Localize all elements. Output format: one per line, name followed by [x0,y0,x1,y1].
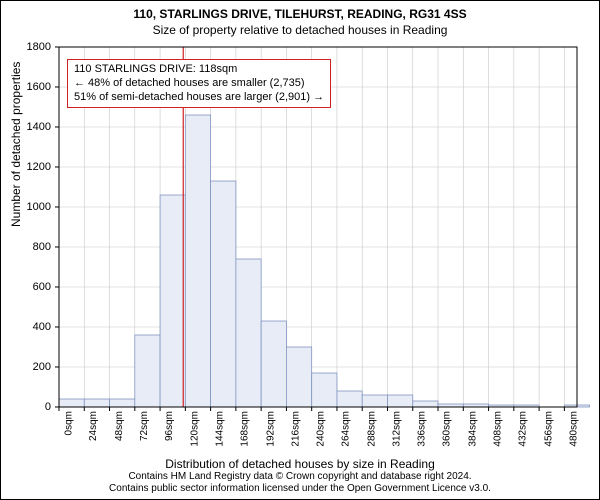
y-tick-label: 1600 [27,81,51,93]
footer-line1: Contains HM Land Registry data © Crown c… [1,471,599,483]
x-tick-label: 96sqm [164,411,175,441]
x-tick-label: 168sqm [240,411,251,447]
x-tick-label: 456sqm [543,411,554,447]
chart-title-line1: 110, STARLINGS DRIVE, TILEHURST, READING… [1,1,599,21]
x-tick-label: 384sqm [467,411,478,447]
x-tick-label: 408sqm [493,411,504,447]
chart-title-line2: Size of property relative to detached ho… [1,21,599,37]
y-tick-label: 600 [33,281,51,293]
x-tick-label: 288sqm [366,411,377,447]
annotation-line: 51% of semi-detached houses are larger (… [74,91,324,105]
footer-attribution: Contains HM Land Registry data © Crown c… [1,471,599,495]
y-tick-label: 1200 [27,161,51,173]
x-tick-label: 432sqm [518,411,529,447]
x-tick-label: 72sqm [139,411,150,441]
x-tick-label: 336sqm [417,411,428,447]
footer-line2: Contains public sector information licen… [1,483,599,495]
x-tick-label: 312sqm [392,411,403,447]
x-tick-label: 216sqm [290,411,301,447]
chart-container: 110, STARLINGS DRIVE, TILEHURST, READING… [0,0,600,500]
x-tick-labels: 0sqm 24sqm 48sqm 72sqm 96sqm 120sqm 144sqm 168s… [59,409,577,459]
x-tick-label: 48sqm [114,411,125,441]
annotation-line: 110 STARLINGS DRIVE: 118sqm [74,63,324,77]
y-tick-label: 400 [33,321,51,333]
y-tick-label: 800 [33,241,51,253]
annotation-line: ← 48% of detached houses are smaller (2,… [74,77,324,91]
y-tick-label: 1000 [27,201,51,213]
x-tick-label: 144sqm [215,411,226,447]
x-tick-label: 264sqm [341,411,352,447]
y-tick-label: 200 [33,361,51,373]
x-axis-label: Distribution of detached houses by size … [1,457,599,471]
x-tick-label: 120sqm [189,411,200,447]
x-tick-label: 480sqm [568,411,579,447]
x-tick-label: 360sqm [442,411,453,447]
annotation-callout: 110 STARLINGS DRIVE: 118sqm← 48% of deta… [67,59,331,108]
y-tick-label: 0 [45,401,51,413]
x-tick-label: 192sqm [265,411,276,447]
x-tick-label: 24sqm [88,411,99,441]
x-tick-label: 0sqm [63,411,74,435]
y-tick-labels: 020040060080010001200140016001800 [1,47,55,407]
y-tick-label: 1400 [27,121,51,133]
y-tick-label: 1800 [27,41,51,53]
x-tick-label: 240sqm [316,411,327,447]
